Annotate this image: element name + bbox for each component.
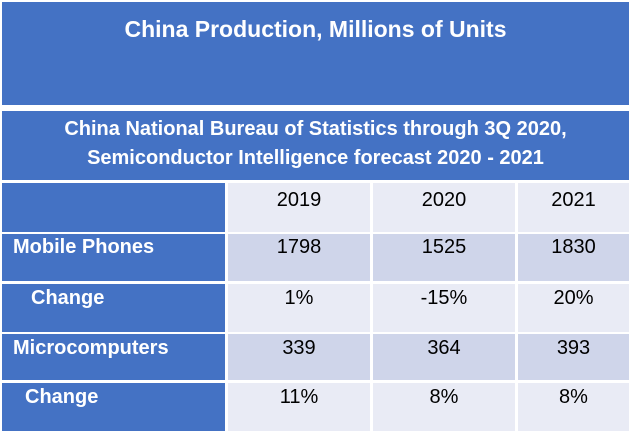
table-cell: -15% [373, 284, 515, 332]
table-subtitle: China National Bureau of Statistics thro… [2, 111, 629, 180]
table-cell: 1% [228, 284, 370, 332]
table-title: China Production, Millions of Units [2, 2, 629, 105]
table-cell: 1798 [228, 234, 370, 281]
subtitle-line-2: Semiconductor Intelligence forecast 2020… [87, 147, 544, 169]
row-label-mobile-phones: Mobile Phones [2, 234, 225, 281]
row-label-microcomputers: Microcomputers [2, 334, 225, 380]
subtitle-line-1: China National Bureau of Statistics thro… [64, 118, 567, 140]
column-header-2021: 2021 [518, 183, 629, 232]
row-label-microcomputers-change: Change [2, 383, 225, 431]
column-header-2019: 2019 [228, 183, 370, 232]
table-cell: 364 [373, 334, 515, 380]
table-cell: 393 [518, 334, 629, 380]
table-cell: 8% [373, 383, 515, 431]
table-cell: 20% [518, 284, 629, 332]
header-empty-cell [2, 183, 225, 232]
table-cell: 8% [518, 383, 629, 431]
table-cell: 1525 [373, 234, 515, 281]
table-cell: 11% [228, 383, 370, 431]
table-cell: 339 [228, 334, 370, 380]
column-header-2020: 2020 [373, 183, 515, 232]
row-label-phones-change: Change [2, 284, 225, 332]
table-cell: 1830 [518, 234, 629, 281]
